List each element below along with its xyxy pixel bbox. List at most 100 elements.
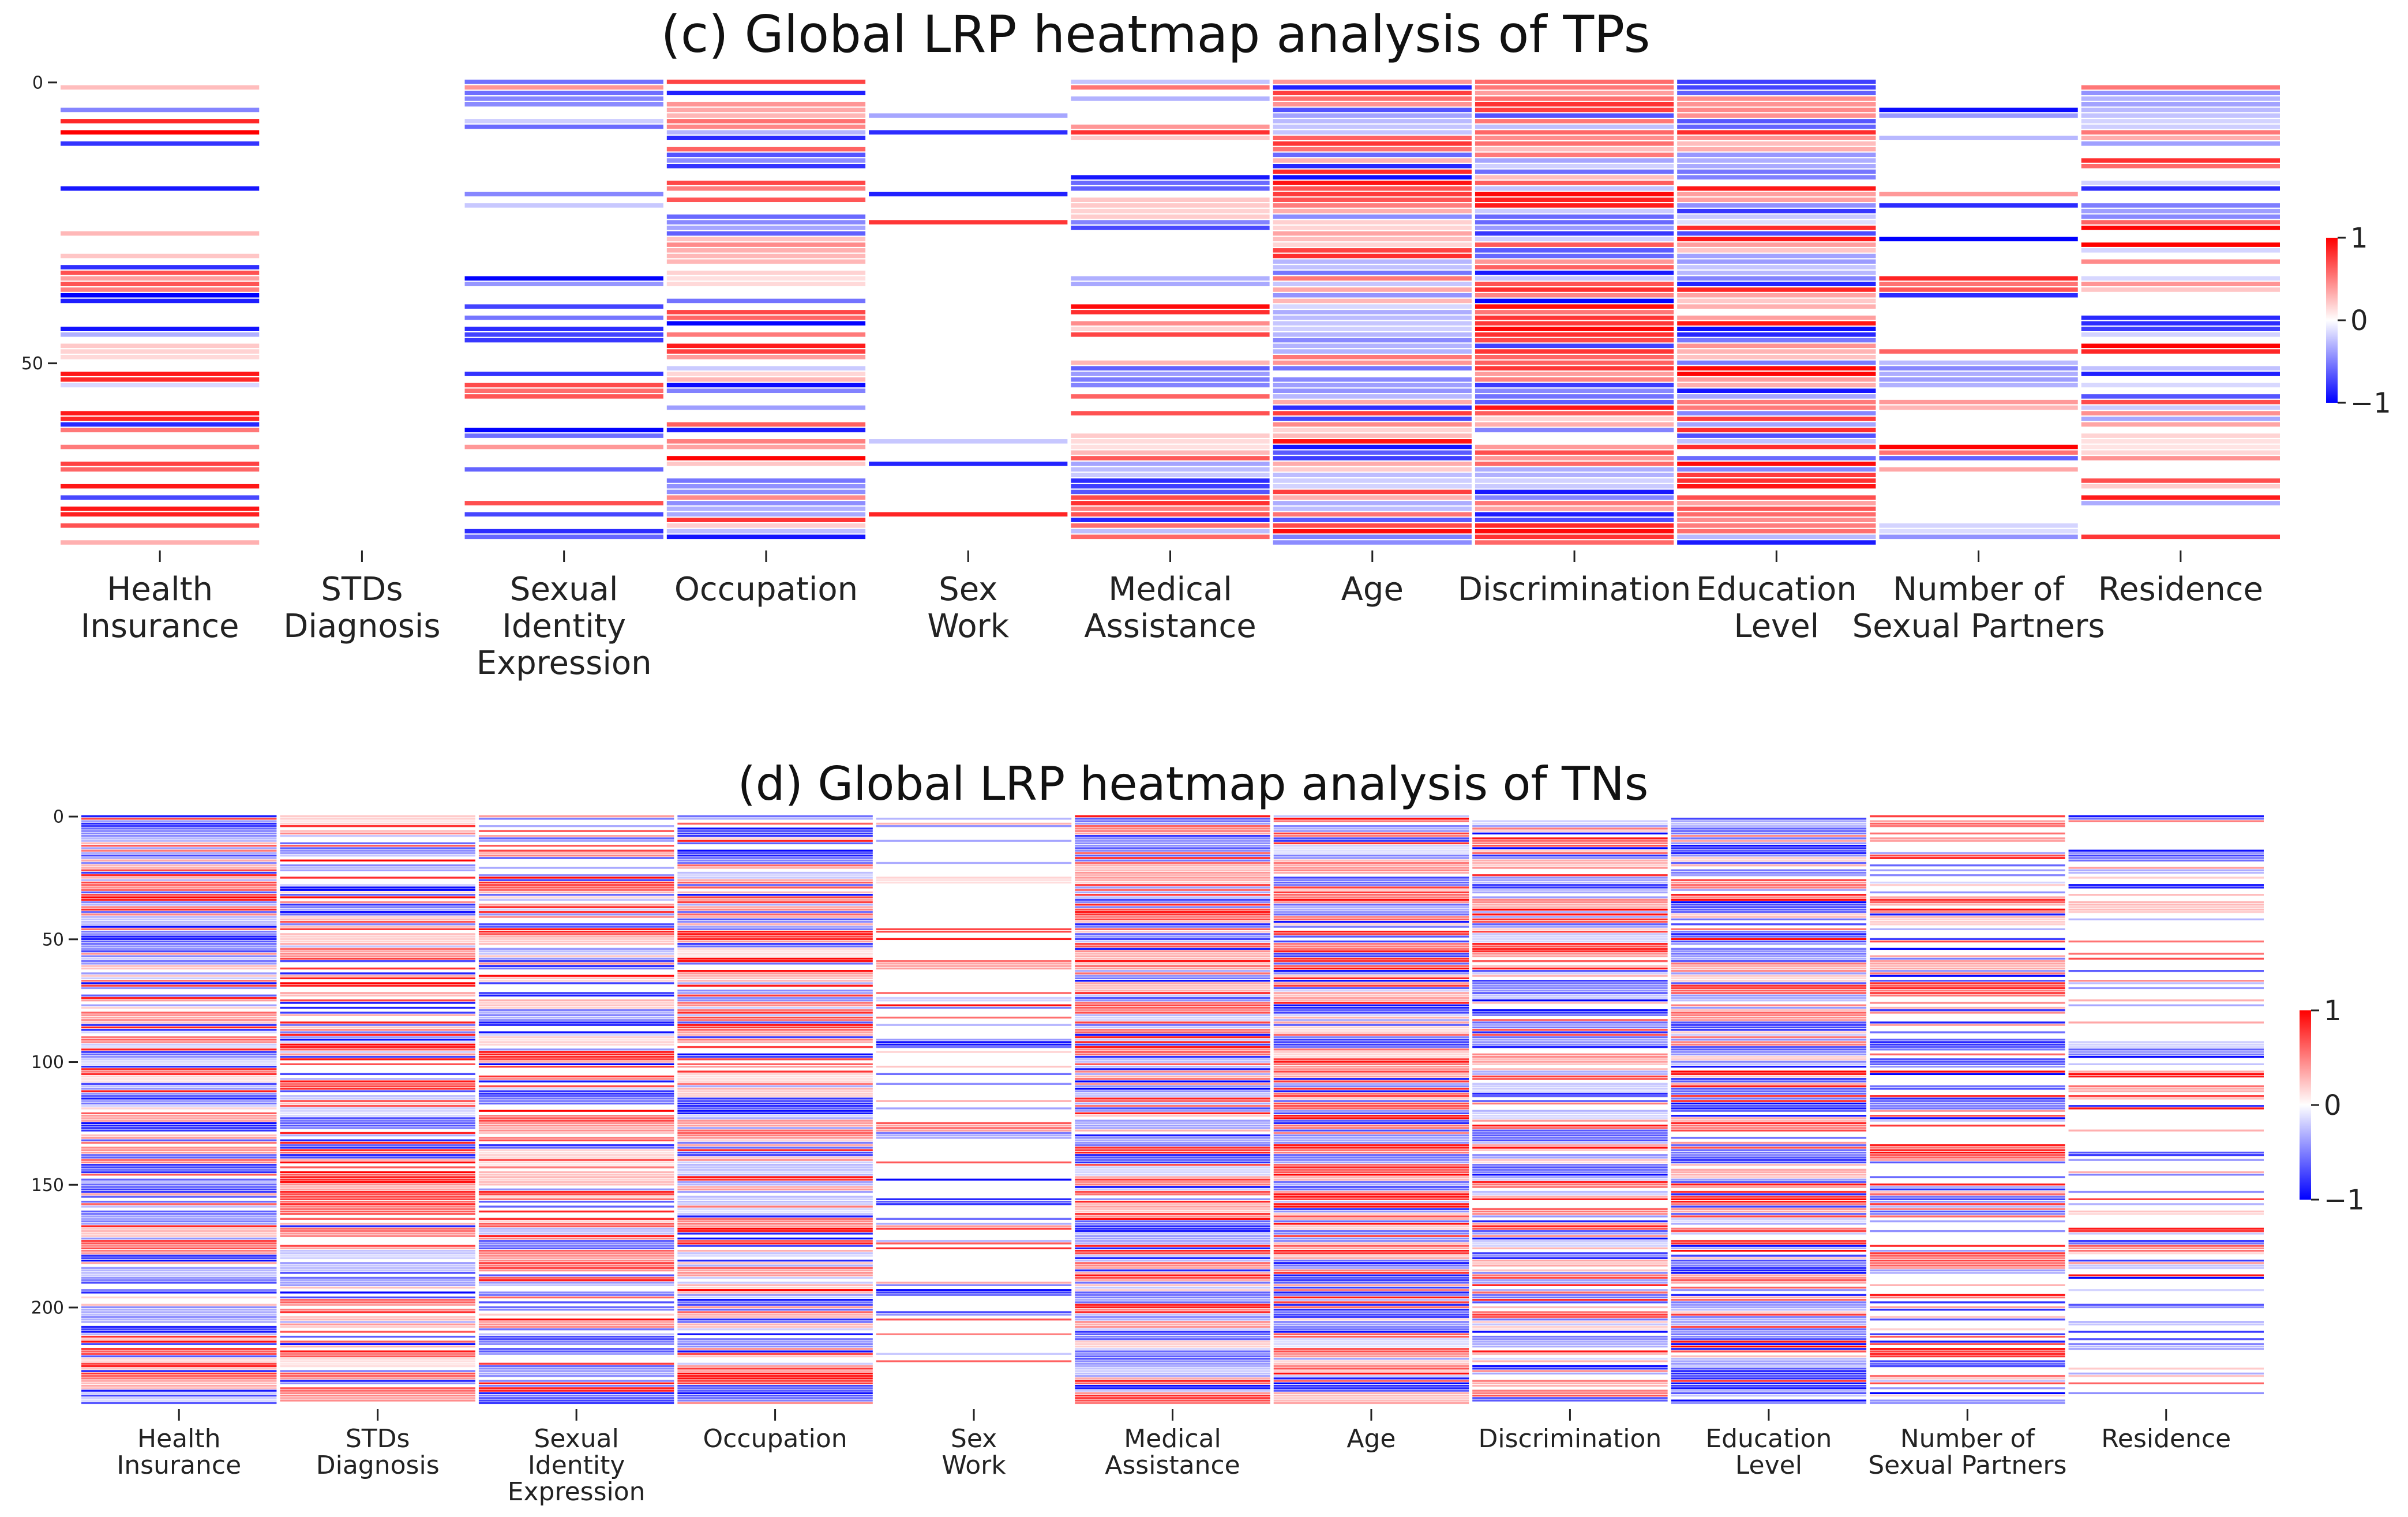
heatmap-cell [1273,901,1469,904]
heatmap-cell [876,1353,1072,1355]
heatmap-cell [1671,1061,1867,1063]
heatmap-cell [1671,1014,1867,1016]
heatmap-cell [1475,102,1674,107]
heatmap-cell [478,1095,674,1098]
heatmap-cell [1273,1186,1469,1188]
heatmap-cell [478,1362,674,1365]
heatmap-cell [1870,869,2065,871]
heatmap-cell [81,1051,277,1053]
heatmap-cell [1472,1313,1668,1316]
heatmap-cell [1475,450,1674,455]
heatmap-cell [1273,943,1469,945]
heatmap-cell [1870,1085,2065,1088]
heatmap-cell [280,1276,475,1279]
heatmap-cell [1870,1213,2065,1215]
colorbar-gradient [2326,238,2338,403]
heatmap-cell [280,884,475,886]
x-tick-label: Medical [1124,1424,1221,1454]
heatmap-cell [1472,1338,1668,1340]
heatmap-cell [677,1328,873,1331]
heatmap-cell [280,1112,475,1115]
heatmap-cell [1671,1043,1867,1046]
heatmap-cell [1671,955,1867,957]
heatmap-cell [2068,1171,2264,1174]
heatmap-cell [1472,926,1668,928]
heatmap-cell [1075,1036,1270,1039]
heatmap-cell [1075,1051,1270,1053]
heatmap-cell [280,982,475,984]
heatmap-cell [869,439,1068,444]
heatmap-cell [464,102,663,107]
heatmap-cell [1075,1353,1270,1355]
heatmap-cell [1671,1012,1867,1014]
heatmap-cell [81,1384,277,1387]
heatmap-cell [1273,1164,1469,1166]
heatmap-cell [280,849,475,852]
heatmap-cell [464,80,663,84]
heatmap-cell [1075,1245,1270,1247]
heatmap-cell [1273,957,1469,960]
heatmap-cell [1472,975,1668,977]
heatmap-cell [1472,1019,1668,1021]
heatmap-cell [464,428,663,433]
heatmap-cell [1671,869,1867,871]
heatmap-cell [1870,916,2065,918]
heatmap-cell [2081,439,2280,444]
heatmap-cell [1677,501,1876,505]
heatmap-cell [1273,1166,1469,1168]
heatmap-cell [81,1075,277,1078]
heatmap-cell [81,1188,277,1190]
heatmap-cell [1273,1129,1469,1132]
heatmap-cell [677,982,873,984]
heatmap-column-2 [478,815,674,1404]
heatmap-cell [1075,1294,1270,1296]
heatmap-cell [1075,1291,1270,1294]
heatmap-cell [1475,523,1674,528]
heatmap-cell [2068,1070,2264,1073]
heatmap-cell [1472,1372,1668,1375]
heatmap-cell [478,1021,674,1024]
heatmap-cell [1273,1107,1469,1110]
heatmap-cell [1671,1223,1867,1225]
heatmap-cell [1472,1245,1668,1247]
heatmap-cell [677,1132,873,1134]
heatmap-cell [876,928,1072,931]
heatmap-cell [280,1174,475,1176]
heatmap-cell [280,894,475,896]
heatmap-cell [478,845,674,847]
heatmap-cell [478,1147,674,1149]
heatmap-cell [1472,1190,1668,1193]
heatmap-cell [1273,881,1469,884]
heatmap-cell [876,1082,1072,1085]
heatmap-cell [1071,433,1270,438]
heatmap-cell [478,1139,674,1141]
heatmap-cell [1472,859,1668,861]
heatmap-cell [666,512,866,517]
heatmap-cell [1671,1242,1867,1245]
heatmap-cell [677,1267,873,1269]
heatmap-cell [1475,372,1674,376]
heatmap-cell [677,1159,873,1161]
x-tick-label: Number of [1900,1424,2036,1454]
heatmap-cell [2068,1174,2264,1176]
heatmap-cell [478,1063,674,1065]
heatmap-cell [1671,1178,1867,1181]
heatmap-cell [1671,906,1867,908]
heatmap-cell [280,1309,475,1311]
heatmap-cell [2068,1213,2264,1215]
heatmap-cell [2081,259,2280,264]
heatmap-cell [876,1360,1072,1362]
heatmap-cell [2068,1345,2264,1348]
heatmap-cell [677,1269,873,1272]
heatmap-cell [81,857,277,859]
heatmap-cell [1677,164,1876,168]
colorbar-tick-label: 0 [2350,305,2368,337]
heatmap-cell [1075,1166,1270,1168]
heatmap-cell [1273,1252,1469,1254]
heatmap-cell [1472,1110,1668,1112]
heatmap-cell [2068,857,2264,859]
heatmap-cell [1071,473,1270,478]
heatmap-cell [1472,908,1668,911]
heatmap-cell [478,1125,674,1127]
heatmap-cell [677,923,873,926]
